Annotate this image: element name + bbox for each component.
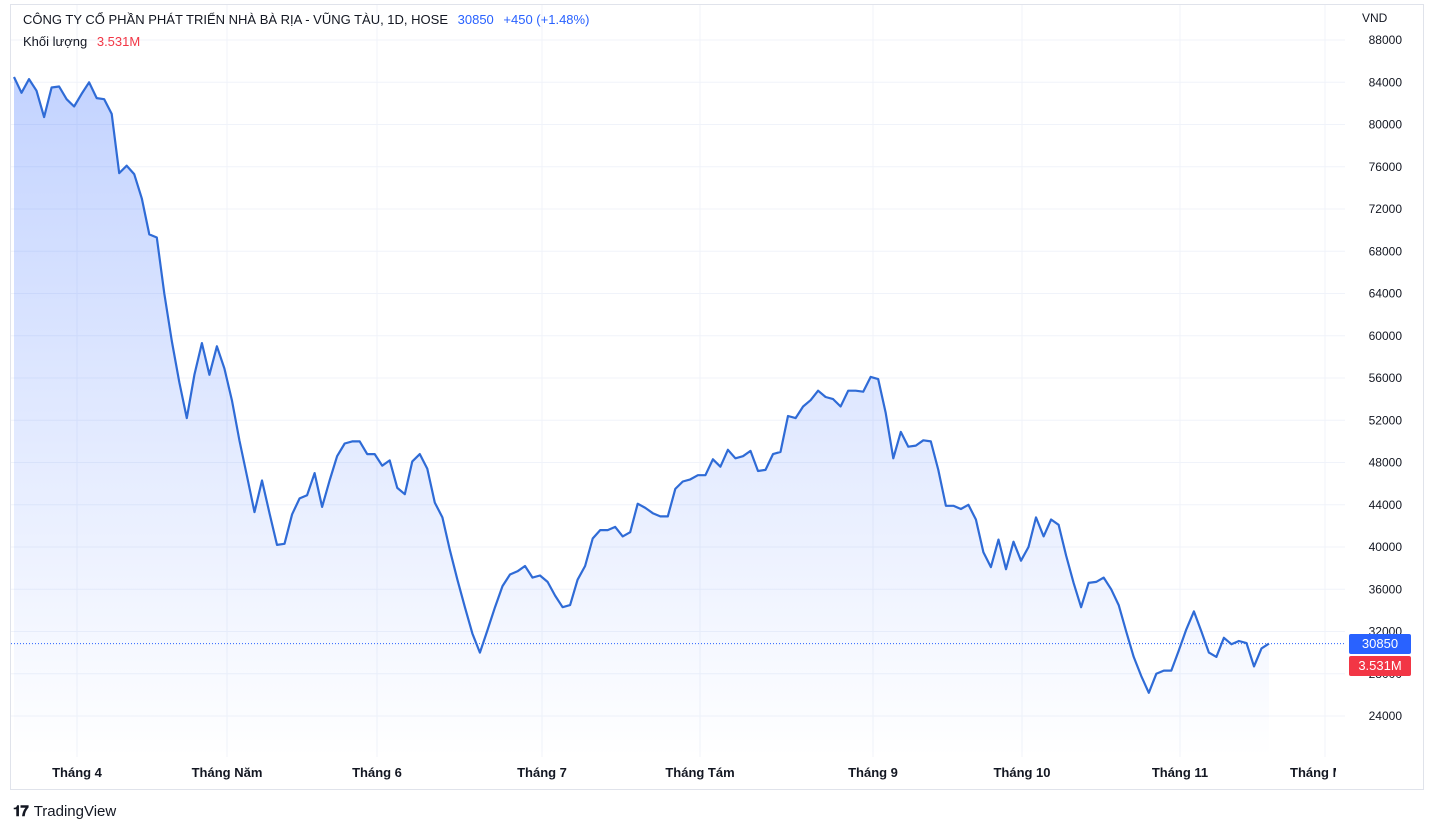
x-tick-label: Tháng 10 xyxy=(993,765,1050,780)
x-tick-label: Tháng Mười Hai xyxy=(1290,765,1390,780)
last-price: 30850 xyxy=(457,12,494,27)
price-change: +450 (+1.48%) xyxy=(503,12,590,27)
tradingview-logo-text: TradingView xyxy=(33,803,117,820)
y-tick-label: 56000 xyxy=(1369,371,1403,385)
y-tick-label: 44000 xyxy=(1369,498,1403,512)
y-tick-label: 64000 xyxy=(1369,287,1403,301)
volume-legend: Khối lượng 3.531M xyxy=(23,34,140,49)
volume-tag: 3.531M xyxy=(1349,656,1411,676)
price-tag: 30850 xyxy=(1349,634,1411,654)
tradingview-logo[interactable]: 𝟏𝟕 TradingView xyxy=(13,803,116,820)
y-tick-label: 36000 xyxy=(1369,582,1403,596)
y-tick-label: 88000 xyxy=(1369,33,1403,47)
volume-value: 3.531M xyxy=(96,34,141,49)
currency-label: VND xyxy=(1362,11,1388,25)
symbol-title: CÔNG TY CỔ PHẦN PHÁT TRIỂN NHÀ BÀ RỊA - … xyxy=(23,12,448,27)
y-tick-label: 40000 xyxy=(1369,540,1403,554)
x-tick-label: Tháng 4 xyxy=(52,765,103,780)
x-axis: Tháng 4 Tháng Năm Tháng 6 Tháng 7 Tháng Tám T… xyxy=(52,765,1390,780)
symbol-legend: CÔNG TY CỔ PHẦN PHÁT TRIỂN NHÀ BÀ RỊA - … xyxy=(23,12,589,27)
y-tick-label: 60000 xyxy=(1369,329,1403,343)
volume-label: Khối lượng xyxy=(23,34,88,49)
x-tick-label: Tháng 7 xyxy=(517,765,567,780)
y-axis: 2400028000320003600040000440004800052000… xyxy=(1369,33,1403,723)
tradingview-logo-icon: 𝟏𝟕 xyxy=(13,803,29,820)
x-tick-label: Tháng Năm xyxy=(192,765,263,780)
y-tick-label: 24000 xyxy=(1369,709,1403,723)
y-tick-label: 68000 xyxy=(1369,244,1403,258)
y-tick-label: 52000 xyxy=(1369,413,1403,427)
price-line xyxy=(13,76,1270,694)
y-tick-label: 72000 xyxy=(1369,202,1403,216)
y-tick-label: 84000 xyxy=(1369,75,1403,89)
y-tick-label: 48000 xyxy=(1369,456,1403,470)
x-tick-label: Tháng 11 xyxy=(1152,765,1208,780)
x-tick-label: Tháng 9 xyxy=(848,765,898,780)
x-tick-label: Tháng Tám xyxy=(665,765,734,780)
y-tick-label: 76000 xyxy=(1369,160,1403,174)
x-tick-label: Tháng 6 xyxy=(352,765,402,780)
price-area xyxy=(14,77,1269,757)
y-tick-label: 80000 xyxy=(1369,118,1403,132)
